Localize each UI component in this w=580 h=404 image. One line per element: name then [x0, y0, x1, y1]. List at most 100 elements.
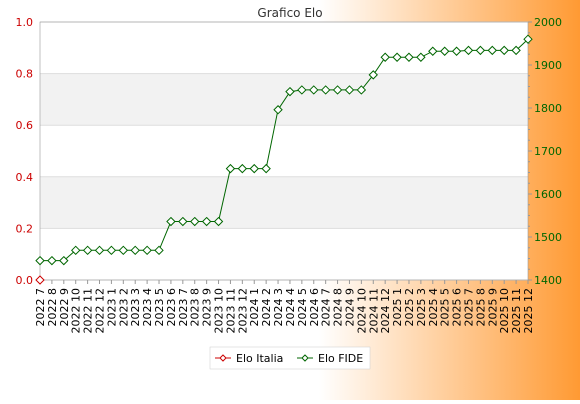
- data-point-elo-fide: [368, 70, 378, 80]
- x-tick-label: 2024 5: [296, 288, 309, 327]
- x-tick-label: 2025 10: [498, 288, 511, 334]
- y-left-tick-label: 0.8: [16, 68, 34, 81]
- data-point-elo-fide: [59, 255, 69, 266]
- legend-marker-elo-italia: [219, 354, 227, 362]
- chart-title: Grafico Elo: [257, 6, 322, 20]
- data-point-elo-fide: [154, 245, 164, 256]
- x-tick-label: 2022 9: [58, 288, 71, 327]
- y-left-tick-label: 0.6: [16, 119, 34, 132]
- x-tick-label: 2024 3: [272, 288, 285, 327]
- x-tick-label: 2023 9: [201, 288, 214, 327]
- data-point-elo-fide: [225, 163, 236, 174]
- y-right-tick-label: 1600: [534, 188, 562, 201]
- data-point-elo-fide: [106, 245, 117, 256]
- data-point-elo-italia: [35, 275, 45, 285]
- x-tick-label: 2024 2: [260, 288, 273, 327]
- x-tick-label: 2024 10: [355, 288, 368, 334]
- x-tick-label: 2025 1: [391, 288, 404, 327]
- data-point-elo-fide: [344, 85, 355, 95]
- data-point-elo-fide: [178, 216, 188, 227]
- x-tick-label: 2025 12: [522, 288, 535, 334]
- x-tick-label: 2023 2: [117, 288, 130, 327]
- data-point-elo-fide: [451, 46, 462, 56]
- data-point-elo-fide: [499, 45, 509, 56]
- x-tick-label: 2025 2: [403, 288, 416, 327]
- x-tick-label: 2024 12: [379, 288, 392, 334]
- x-tick-label: 2024 11: [367, 288, 380, 334]
- y-right-tick-label: 1900: [534, 59, 562, 72]
- x-tick-label: 2023 6: [165, 288, 178, 327]
- data-point-elo-fide: [201, 216, 212, 227]
- x-tick-label: 2025 5: [439, 288, 452, 327]
- legend: Elo Italia Elo FIDE: [209, 346, 371, 370]
- data-point-elo-fide: [511, 45, 521, 56]
- y-left-tick-label: 0.0: [16, 274, 34, 287]
- x-tick-label: 2024 8: [332, 288, 345, 327]
- data-point-elo-fide: [380, 52, 390, 62]
- data-point-elo-fide: [166, 216, 176, 227]
- plot-background: [40, 22, 528, 280]
- legend-box: [209, 346, 371, 370]
- data-point-elo-fide: [82, 245, 93, 256]
- y-left-tick-label: 0.2: [16, 222, 34, 235]
- data-point-elo-fide: [297, 85, 307, 95]
- data-point-elo-fide: [487, 45, 498, 56]
- x-tick-label: 2022 10: [70, 288, 83, 334]
- x-tick-label: 2024 6: [308, 288, 321, 327]
- x-tick-label: 2025 8: [474, 288, 487, 327]
- data-point-elo-fide: [237, 163, 248, 174]
- plot-area: 0.0 0.2 0.4 0.6 0.8 1.0 1400 1500 1600 1700 1800 19…: [16, 16, 563, 334]
- x-tick-label: 2024 1: [248, 288, 261, 327]
- x-tick-label: 2023 3: [129, 288, 142, 327]
- data-point-elo-fide: [285, 86, 295, 97]
- x-tick-label: 2024 7: [320, 288, 333, 327]
- x-tick-label: 2025 11: [510, 288, 523, 334]
- data-point-elo-fide: [320, 85, 331, 95]
- data-point-elo-fide: [439, 46, 450, 56]
- legend-label-elo-fide: Elo FIDE: [318, 352, 363, 365]
- x-tick-label: 2022 8: [46, 288, 59, 327]
- x-tick-label: 2025 3: [415, 288, 428, 327]
- y-left-tick-label: 1.0: [16, 16, 34, 29]
- x-tick-label: 2023 5: [153, 288, 166, 327]
- grid-band: [40, 176, 528, 229]
- x-tick-label: 2023 4: [141, 288, 154, 327]
- data-point-elo-fide: [309, 85, 319, 95]
- x-tick-label: 2024 4: [284, 288, 297, 327]
- grid-band: [40, 73, 528, 126]
- x-tick-label: 2023 8: [189, 288, 202, 327]
- y-right-tick-label: 1500: [534, 231, 562, 244]
- data-point-elo-fide: [71, 245, 81, 256]
- x-tick-label: 2025 7: [462, 288, 475, 327]
- data-point-elo-fide: [130, 245, 140, 256]
- data-point-elo-fide: [392, 52, 402, 62]
- x-tick-label: 2024 9: [343, 288, 356, 327]
- x-tick-label: 2023 7: [177, 288, 190, 327]
- y-right-tick-label: 2000: [534, 16, 562, 29]
- data-point-elo-fide: [142, 245, 152, 256]
- data-point-elo-fide: [261, 163, 271, 174]
- y-right-tick-label: 1800: [534, 102, 562, 115]
- data-point-elo-fide: [356, 85, 367, 95]
- x-tick-label: 2023 10: [213, 288, 226, 334]
- data-point-elo-fide: [273, 105, 283, 115]
- x-tick-label: 2022 12: [94, 288, 107, 334]
- data-point-elo-fide: [190, 216, 200, 227]
- legend-label-elo-italia: Elo Italia: [236, 352, 283, 365]
- data-point-elo-fide: [523, 34, 533, 44]
- x-tick-label: 2022 11: [82, 288, 95, 334]
- data-point-elo-fide: [213, 216, 224, 227]
- x-tick-label: 2022 7: [34, 288, 47, 327]
- data-point-elo-fide: [118, 245, 129, 256]
- x-tick-label: 2023 1: [105, 288, 118, 327]
- x-tick-label: 2025 6: [451, 288, 464, 327]
- x-tick-label: 2025 4: [427, 288, 440, 327]
- x-tick-label: 2023 12: [236, 288, 249, 334]
- data-point-elo-fide: [47, 255, 57, 266]
- data-point-elo-fide: [94, 245, 105, 256]
- y-right-tick-label: 1700: [534, 145, 562, 158]
- data-point-elo-fide: [463, 45, 474, 56]
- legend-marker-elo-fide: [301, 354, 309, 362]
